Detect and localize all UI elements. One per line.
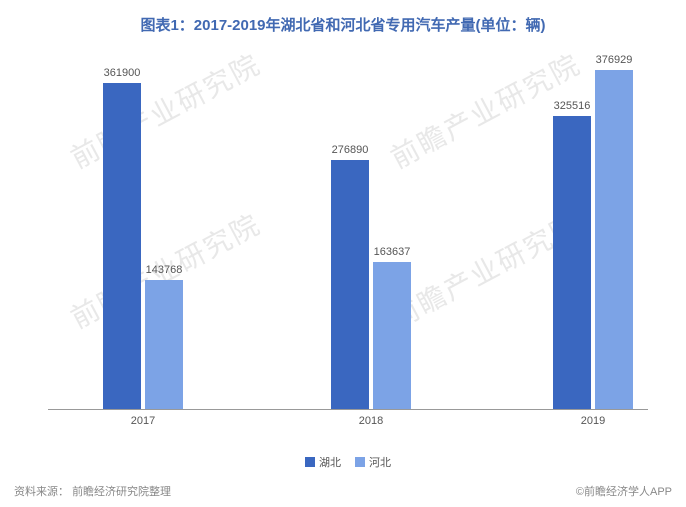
bar-河北: 143768 (145, 280, 183, 409)
source-line: 资料来源： 前瞻经济研究院整理 (14, 483, 171, 499)
bar-湖北: 276890 (331, 160, 369, 409)
bar-value-label: 325516 (554, 100, 591, 112)
bar-value-label: 143768 (146, 264, 183, 276)
legend-label-hebei: 河北 (369, 454, 391, 470)
chart-title: 图表1：2017-2019年湖北省和河北省专用汽车产量(单位：辆) (0, 0, 686, 35)
legend-swatch-hubei (305, 457, 315, 467)
plot-region: 3619001437682017276890163637201832551637… (48, 50, 648, 410)
legend-swatch-hebei (355, 457, 365, 467)
bar-value-label: 376929 (596, 54, 633, 66)
legend-label-hubei: 湖北 (319, 454, 341, 470)
bar-河北: 163637 (373, 262, 411, 409)
legend-item-hubei: 湖北 (305, 454, 341, 470)
source-value: 前瞻经济研究院整理 (72, 486, 171, 498)
chart-area: 3619001437682017276890163637201832551637… (48, 50, 648, 430)
x-category-label: 2017 (131, 415, 155, 427)
bar-value-label: 361900 (104, 67, 141, 79)
bar-湖北: 361900 (103, 83, 141, 409)
bar-value-label: 163637 (374, 246, 411, 258)
bar-group: 3619001437682017 (78, 83, 208, 409)
bar-湖北: 325516 (553, 116, 591, 409)
x-category-label: 2019 (581, 415, 605, 427)
copyright: ©前瞻经济学人APP (576, 483, 672, 499)
footer: 资料来源： 前瞻经济研究院整理 ©前瞻经济学人APP (14, 483, 672, 499)
x-category-label: 2018 (359, 415, 383, 427)
bar-value-label: 276890 (332, 144, 369, 156)
bar-group: 3255163769292019 (528, 70, 658, 409)
legend: 湖北 河北 (48, 454, 648, 470)
bar-group: 2768901636372018 (306, 160, 436, 409)
source-label: 资料来源： (14, 486, 69, 498)
bar-河北: 376929 (595, 70, 633, 409)
legend-item-hebei: 河北 (355, 454, 391, 470)
